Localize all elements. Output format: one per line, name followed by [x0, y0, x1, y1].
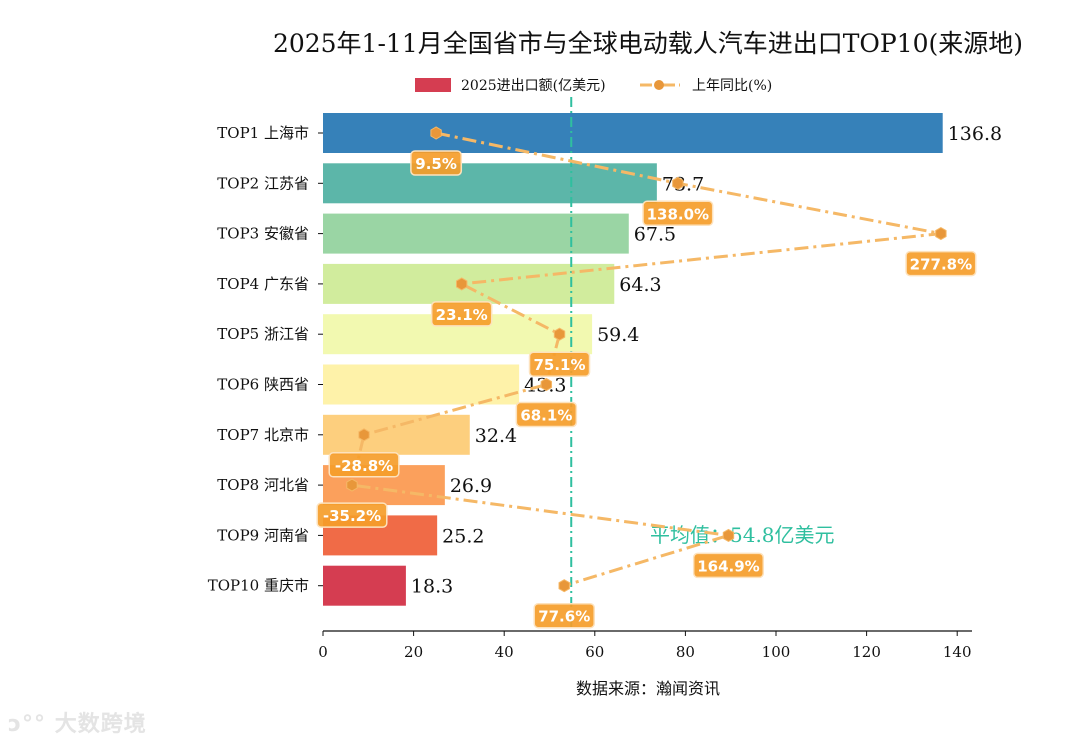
yoy-label: -35.2%: [323, 507, 381, 525]
yoy-label-box: [692, 552, 765, 579]
yoy-point: [672, 176, 684, 190]
bar: [323, 414, 470, 455]
yoy-label: 138.0%: [647, 205, 709, 223]
bar: [323, 364, 520, 405]
bar-value-label: 136.8: [948, 123, 1002, 145]
yoy-point: [430, 126, 442, 140]
yoy-label-box: [515, 401, 578, 428]
average-label: 平均值：54.8亿美元: [650, 523, 835, 547]
yoy-point: [358, 428, 370, 442]
y-tick-label: TOP5 浙江省: [217, 325, 309, 343]
bar-value-label: 67.5: [634, 224, 676, 246]
yoy-label: 75.1%: [533, 356, 585, 374]
y-tick-label: TOP1 上海市: [217, 124, 309, 142]
bar: [323, 113, 943, 153]
bar-value-label: 64.3: [619, 274, 661, 296]
x-tick-label: 40: [495, 643, 514, 661]
yoy-point: [455, 277, 468, 291]
watermark-text: 大数跨境: [54, 712, 147, 737]
bar-value-label: 26.9: [450, 475, 492, 497]
x-axis-label: 数据来源：瀚闻资讯: [576, 679, 720, 698]
y-tick-label: TOP10 重庆市: [208, 577, 309, 595]
yoy-point: [935, 227, 947, 241]
x-tick-label: 60: [585, 643, 604, 661]
yoy-label: 164.9%: [697, 557, 759, 575]
bar: [323, 263, 615, 304]
x-tick-label: 0: [318, 643, 328, 661]
yoy-point: [540, 377, 553, 392]
y-tick-label: TOP4 广东省: [217, 275, 309, 293]
yoy-label-box: [642, 200, 714, 227]
bar: [323, 213, 629, 254]
yoy-label-box: [328, 452, 400, 478]
chart-title: 2025年1-11月全国省市与全球电动载人汽车进出口TOP10(来源地): [273, 29, 1023, 58]
yoy-label: 9.5%: [415, 155, 457, 173]
y-tick-label: TOP7 北京市: [217, 426, 309, 444]
y-tick-label: TOP9 河南省: [217, 526, 309, 544]
yoy-label-box: [905, 250, 977, 277]
x-tick-label: 120: [852, 643, 881, 661]
yoy-point: [346, 478, 358, 492]
yoy-point: [722, 528, 735, 542]
y-tick-label: TOP6 陕西省: [217, 376, 309, 394]
yoy-point: [553, 327, 566, 341]
y-tick-label: TOP8 河北省: [217, 476, 309, 494]
bar-value-label: 18.3: [411, 576, 453, 598]
y-tick-label: TOP3 安徽省: [217, 225, 309, 243]
yoy-label-box: [430, 301, 493, 327]
yoy-label: 68.1%: [520, 407, 572, 425]
yoy-label: -28.8%: [335, 457, 393, 475]
legend-line-label: 上年同比(%): [692, 78, 772, 94]
watermark-logo: ↄ°° 大数跨境: [8, 712, 147, 737]
yoy-label-box: [533, 602, 595, 629]
x-tick-label: 100: [762, 643, 791, 661]
yoy-label-box: [316, 502, 388, 528]
bar-value-label: 25.2: [442, 525, 484, 547]
x-tick-label: 80: [676, 643, 695, 661]
legend: 2025进出口额(亿美元) 上年同比(%): [415, 78, 772, 94]
yoy-label: 23.1%: [436, 306, 488, 324]
legend-bar-label: 2025进出口额(亿美元): [461, 78, 606, 94]
bar: [323, 565, 406, 606]
legend-bar-swatch: [415, 78, 451, 92]
bar-value-label: 59.4: [597, 324, 639, 346]
x-tick-label: 140: [943, 643, 972, 661]
y-tick-label: TOP2 江苏省: [217, 174, 309, 192]
bar-value-label: 32.4: [475, 425, 517, 447]
x-tick-label: 20: [404, 643, 423, 661]
yoy-label-box: [410, 150, 463, 176]
bar: [323, 163, 657, 204]
yoy-label: 277.8%: [910, 256, 972, 274]
yoy-point: [558, 579, 570, 593]
yoy-label: 77.6%: [538, 608, 590, 626]
yoy-line: [350, 131, 942, 588]
legend-line-marker: [654, 80, 664, 90]
yoy-label-box: [528, 351, 591, 377]
